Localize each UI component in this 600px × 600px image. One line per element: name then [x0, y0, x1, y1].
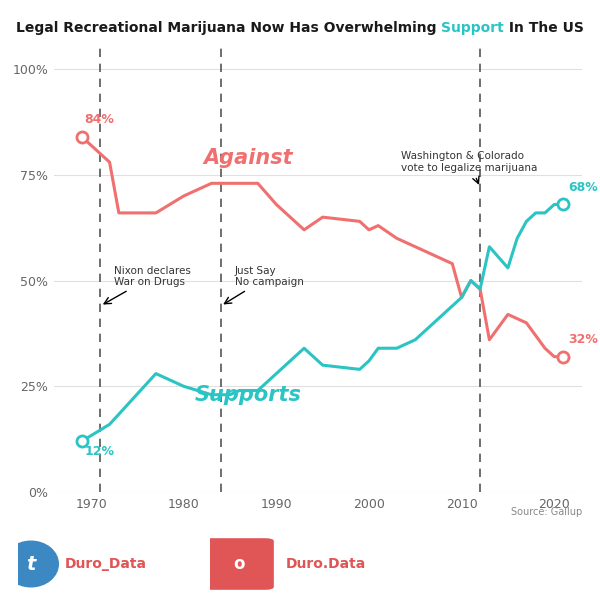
Text: Support: Support [442, 21, 504, 35]
Text: Washington & Colorado
vote to legalize marijuana: Washington & Colorado vote to legalize m… [401, 151, 538, 184]
Text: 68%: 68% [568, 181, 598, 194]
Text: Duro.Data: Duro.Data [286, 557, 366, 571]
Text: Supports: Supports [195, 385, 302, 405]
Circle shape [4, 541, 58, 587]
Text: In The US: In The US [504, 21, 584, 35]
Text: o: o [233, 555, 244, 573]
Text: Source: Gallup: Source: Gallup [511, 507, 582, 517]
Text: Nixon declares
War on Drugs: Nixon declares War on Drugs [104, 266, 191, 304]
Text: Duro_Data: Duro_Data [65, 557, 147, 571]
FancyBboxPatch shape [203, 538, 274, 590]
Text: 32%: 32% [568, 333, 598, 346]
Text: 12%: 12% [85, 445, 115, 458]
Text: 84%: 84% [85, 113, 115, 126]
Text: Legal Recreational Marijuana Now Has Overwhelming: Legal Recreational Marijuana Now Has Ove… [16, 21, 442, 35]
Text: t: t [26, 554, 35, 574]
Text: Against: Against [204, 148, 293, 168]
Text: Just Say
No campaign: Just Say No campaign [224, 266, 304, 304]
